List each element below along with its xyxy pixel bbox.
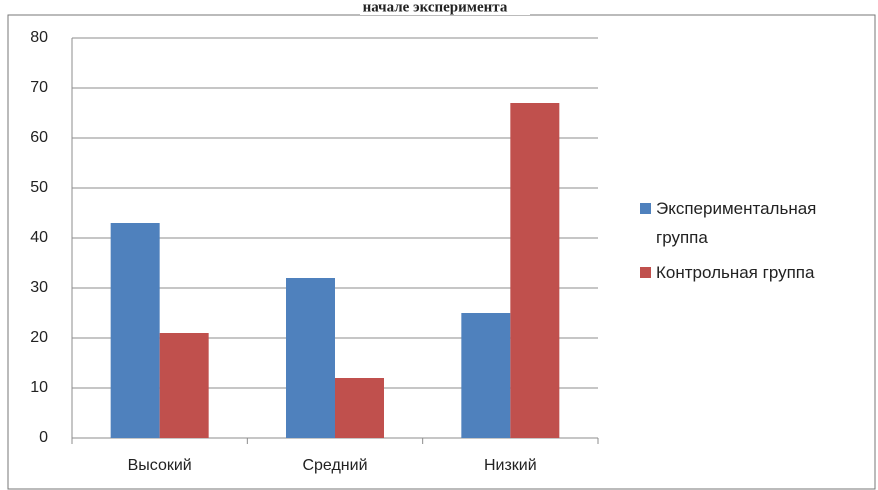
chart-title: начале эксперимента bbox=[363, 0, 508, 15]
legend-item: Контрольная группа bbox=[640, 258, 870, 287]
x-tick-label: Низкий bbox=[484, 457, 537, 474]
legend-item: Экспериментальная группа bbox=[640, 194, 870, 252]
y-tick-label: 10 bbox=[30, 379, 48, 396]
y-tick-label: 50 bbox=[30, 179, 48, 196]
legend-swatch bbox=[640, 203, 651, 214]
y-tick-label: 20 bbox=[30, 329, 48, 346]
legend-label: Контрольная группа bbox=[656, 263, 815, 282]
bar bbox=[159, 333, 209, 438]
x-tick-label: Высокий bbox=[128, 457, 192, 474]
bar bbox=[461, 313, 511, 438]
title-bg bbox=[360, 0, 530, 15]
y-tick-label: 60 bbox=[30, 129, 48, 146]
legend-swatch bbox=[640, 267, 651, 278]
y-tick-label: 70 bbox=[30, 79, 48, 96]
bar bbox=[110, 223, 160, 438]
y-tick-label: 80 bbox=[30, 29, 48, 46]
bar bbox=[286, 278, 335, 438]
bar bbox=[510, 103, 560, 438]
x-tick-label: Средний bbox=[302, 457, 367, 474]
legend-label: Экспериментальная группа bbox=[656, 199, 817, 247]
y-tick-label: 30 bbox=[30, 279, 48, 296]
y-tick-label: 40 bbox=[30, 229, 48, 246]
y-tick-label: 0 bbox=[39, 429, 48, 446]
legend: Экспериментальная группа Контрольная груп… bbox=[640, 194, 870, 293]
bar bbox=[335, 378, 384, 438]
